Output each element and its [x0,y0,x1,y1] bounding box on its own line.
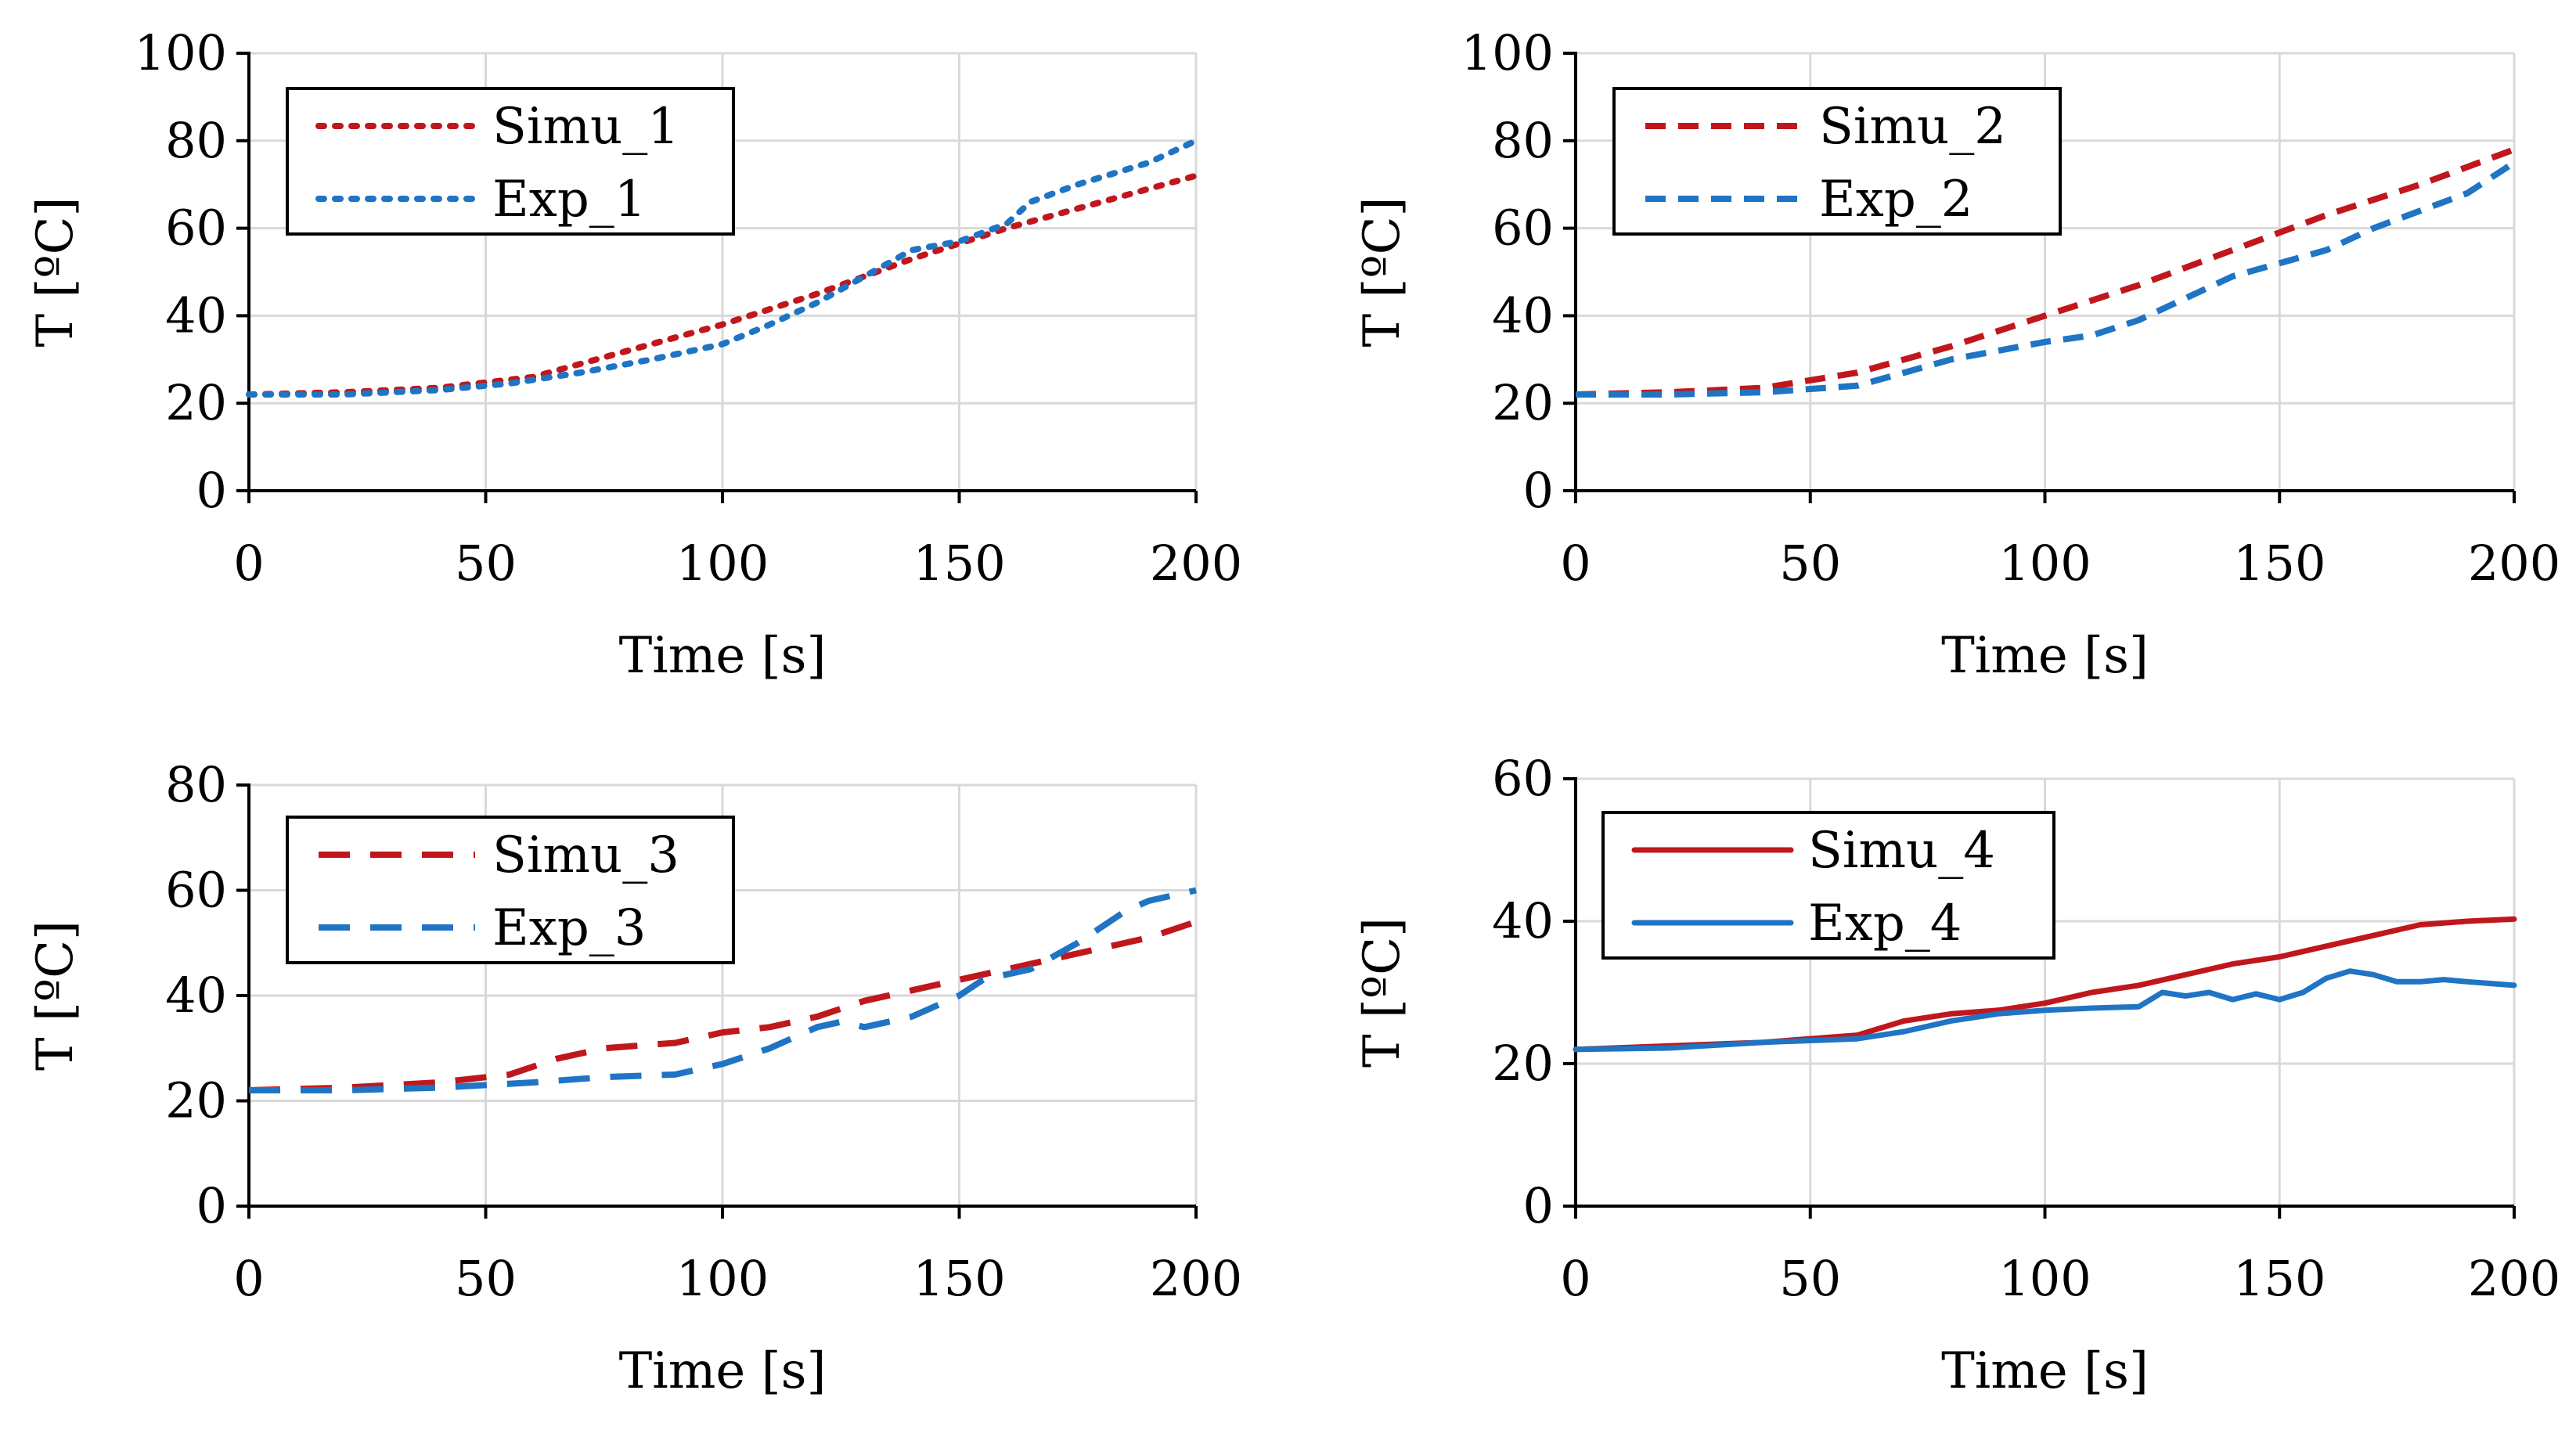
legend: Simu_2 Exp_2 [1612,87,2062,236]
legend-box [1612,87,2062,236]
legend-label: Simu_3 [492,827,679,884]
y-axis-label: T [ºC] [27,196,85,347]
y-tick-label: 60 [1492,750,1554,807]
y-tick-label: 80 [1492,112,1554,169]
x-tick-label: 0 [233,1250,264,1307]
x-tick-label: 200 [1150,535,1242,592]
y-axis-label: T [ºC] [27,920,85,1071]
y-tick-label: 40 [1492,286,1554,344]
legend-label: Exp_1 [492,171,647,229]
x-axis-label: Time [s] [619,1342,827,1400]
x-tick-label: 50 [455,1250,517,1307]
x-tick-label: 50 [1779,1250,1841,1307]
y-tick-label: 0 [1523,462,1554,519]
legend-label: Simu_4 [1808,822,1995,880]
legend-label: Exp_4 [1808,895,1962,953]
y-tick-label: 20 [1492,1035,1554,1092]
legend-label: Simu_1 [492,98,679,156]
y-tick-label: 0 [196,1177,227,1234]
y-tick-label: 80 [165,756,227,813]
x-tick-label: 150 [913,1250,1005,1307]
legend-box [286,816,735,964]
legend: Simu_4 Exp_4 [1601,811,2055,960]
y-tick-label: 40 [165,967,227,1024]
x-tick-label: 200 [1150,1250,1242,1307]
series-line-simu-2 [1575,146,2516,398]
x-tick-label: 200 [2468,535,2560,592]
series-line-exp-4 [1573,968,2517,1053]
x-axis-label: Time [s] [1941,1342,2149,1400]
y-tick-label: 20 [165,1072,227,1129]
x-tick-label: 100 [1998,535,2091,592]
y-tick-label: 100 [135,24,227,81]
y-axis-label: T [ºC] [1353,917,1411,1068]
series-line-exp-2 [1576,160,2517,398]
x-axis-label: Time [s] [619,627,827,685]
y-tick-label: 80 [165,112,227,169]
series-line-simu-1 [246,172,1199,398]
x-tick-label: 100 [1998,1250,2091,1307]
y-tick-label: 0 [196,462,227,519]
x-tick-label: 0 [233,535,264,592]
series-line-simu-3 [248,919,1198,1093]
x-axis-label: Time [s] [1941,627,2149,685]
x-tick-label: 150 [913,535,1005,592]
chart-panel-4: 0 20 40 60 0 50 100 150 200 Time [s] T [ºC] Simu_4 E… [1353,750,2560,1400]
y-tick-label: 60 [1492,200,1554,257]
x-tick-label: 0 [1560,1250,1591,1307]
y-tick-label: 60 [165,200,227,257]
x-tick-label: 50 [455,535,517,592]
legend-label: Exp_2 [1819,171,1973,229]
y-tick-label: 40 [165,286,227,344]
x-tick-label: 100 [676,1250,769,1307]
y-tick-label: 60 [165,862,227,919]
y-tick-label: 100 [1461,24,1554,81]
y-tick-label: 40 [1492,892,1554,949]
chart-panel-3: 0 20 40 60 80 0 50 100 150 200 Time [s] T [ºC] Simu_… [27,756,1242,1400]
chart-panel-2: 0 20 40 60 80 100 0 50 100 150 200 Time [s] T [ºC] Si… [1353,24,2560,685]
chart-panel-1: 0 20 40 60 80 100 0 50 100 150 200 Time [s] T [ºC] Si… [27,24,1242,685]
series-line-exp-3 [249,887,1197,1093]
x-tick-label: 50 [1779,535,1841,592]
x-tick-label: 200 [2468,1250,2560,1307]
legend: Simu_3 Exp_3 [286,816,735,964]
x-tick-label: 150 [2233,1250,2326,1307]
y-tick-label: 20 [1492,374,1554,431]
legend-box [1601,811,2055,960]
series-line-exp-1 [246,137,1199,398]
legend-box [286,87,735,236]
legend: Simu_1 Exp_1 [286,87,735,236]
y-axis-label: T [ºC] [1353,196,1411,347]
y-tick-label: 20 [165,374,227,431]
legend-label: Exp_3 [492,899,647,957]
x-tick-label: 150 [2233,535,2326,592]
series-line-simu-4 [1573,916,2517,1053]
x-tick-label: 0 [1560,535,1591,592]
x-tick-label: 100 [676,535,769,592]
y-tick-label: 0 [1523,1177,1554,1234]
legend-label: Simu_2 [1819,98,2006,156]
